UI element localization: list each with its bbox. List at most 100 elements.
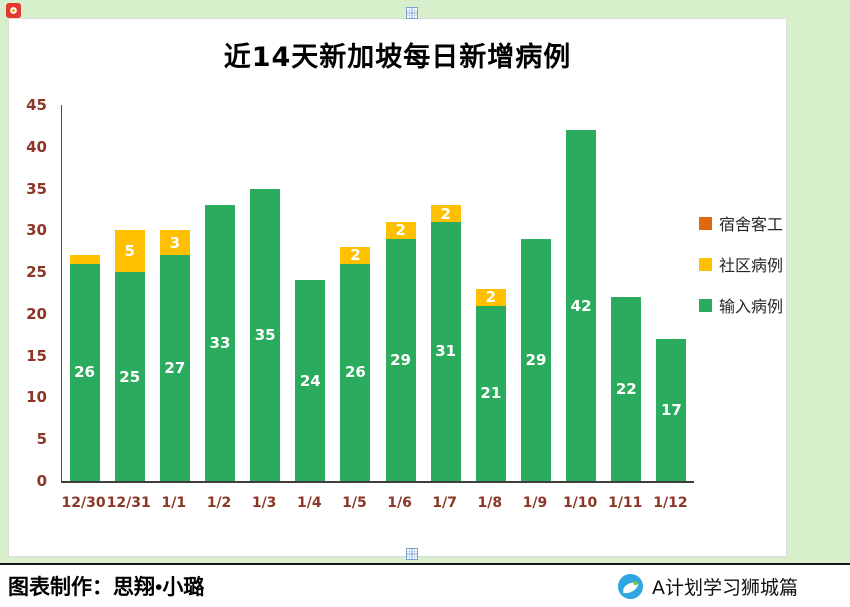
- bar-segment: 5: [114, 230, 145, 273]
- bar-value-label: 2: [485, 288, 497, 306]
- bars-area: 26 25 5 27 3 33 35 24 26 2 29 2 31 2 21 2 29 42 22 17: [62, 105, 694, 481]
- stacked-bar-1/1: 27 3: [159, 230, 190, 481]
- x-tick-label: 1/8: [477, 495, 503, 511]
- bar-value-label: 21: [480, 384, 502, 403]
- x-tick-label: 1/1: [161, 495, 187, 511]
- bar-slot: 22: [604, 105, 649, 481]
- y-axis: 0 5 10 15 20 25 30 35 40 45: [9, 96, 53, 490]
- bar-segment: 35: [250, 188, 281, 481]
- stacked-bar-1/7: 31 2: [430, 205, 461, 481]
- bar-value-label: 25: [119, 367, 141, 386]
- y-tick-label: 25: [26, 263, 47, 282]
- bar-segment: 17: [656, 338, 687, 481]
- y-tick-label: 45: [26, 96, 47, 114]
- bar-slot: 26 2: [333, 105, 378, 481]
- app-corner-icon: [6, 3, 21, 18]
- bar-segment: 3: [159, 230, 190, 256]
- bar-segment: 29: [520, 238, 551, 481]
- bar-segment: 22: [611, 297, 642, 481]
- bar-value-label: 22: [615, 380, 637, 399]
- stacked-bar-1/3: 35: [250, 188, 281, 481]
- brand: A计划学习狮城篇: [617, 573, 798, 600]
- bar-slot: 25 5: [107, 105, 152, 481]
- bar-slot: 21 2: [468, 105, 513, 481]
- bar-slot: 27 3: [152, 105, 197, 481]
- stacked-bar-1/6: 29 2: [385, 222, 416, 481]
- bar-slot: 29: [513, 105, 558, 481]
- bar-segment: 42: [566, 130, 597, 481]
- chart-title: 近14天新加坡每日新增病例: [223, 42, 572, 73]
- x-tick-label: 1/7: [432, 495, 457, 511]
- stacked-bar-1/4: 24: [295, 280, 326, 481]
- bar-value-label: 2: [440, 205, 451, 222]
- legend-swatch-icon: [699, 216, 712, 230]
- bar-value-label: 2: [395, 222, 406, 239]
- bar-value-label: 3: [169, 233, 181, 252]
- bar-value-label: 29: [525, 350, 547, 369]
- bar-segment: 26: [340, 263, 371, 481]
- brand-text: A计划学习狮城篇: [652, 576, 798, 599]
- y-tick-label: 0: [36, 472, 47, 490]
- bar-value-label: 29: [390, 350, 411, 369]
- stacked-bar-1/2: 33: [204, 205, 235, 481]
- x-tick-label: 12/31: [106, 495, 151, 511]
- x-tick-label: 1/10: [562, 495, 598, 511]
- bar-slot: 33: [197, 105, 242, 481]
- footer-bar: 图表制作：思翔•小璐 A计划学习狮城篇: [0, 563, 850, 607]
- bar-slot: 31 2: [423, 105, 468, 481]
- stacked-bar-1/12: 17: [656, 338, 687, 481]
- bar-segment: 31: [430, 221, 461, 481]
- y-tick-label: 15: [26, 346, 47, 365]
- bar-segment: 2: [475, 288, 506, 306]
- legend-label: 宿舍客工: [719, 215, 784, 234]
- bar-value-label: 17: [660, 400, 682, 419]
- stacked-bar-1/10: 42: [566, 130, 597, 481]
- plot-area: 26 25 5 27 3 33 35 24 26 2 29 2 31 2 21 2 29 42 22 17: [61, 105, 694, 483]
- x-tick-label: 1/12: [653, 495, 688, 511]
- credit-text: 图表制作：思翔•小璐: [8, 575, 205, 599]
- stacked-bar-1/8: 21 2: [475, 288, 506, 481]
- bar-value-label: 35: [254, 325, 276, 344]
- bar-segment: 29: [385, 238, 416, 481]
- stacked-bar-1/5: 26 2: [340, 247, 371, 481]
- bar-value-label: 27: [164, 359, 186, 378]
- x-tick-label: 1/5: [342, 495, 367, 511]
- bar-slot: 24: [288, 105, 333, 481]
- legend-item: 宿舍客工: [699, 211, 783, 235]
- bar-segment: 26: [69, 263, 100, 481]
- bar-value-label: 33: [209, 334, 231, 353]
- bar-value-label: 2: [350, 247, 361, 264]
- bar-value-label: 26: [344, 363, 366, 382]
- object-handle-bottom-icon[interactable]: [406, 545, 418, 560]
- bar-segment: 24: [295, 280, 326, 481]
- bar-slot: 35: [243, 105, 288, 481]
- object-handle-top-icon[interactable]: [406, 4, 418, 19]
- x-tick-label: 1/9: [522, 495, 548, 511]
- y-tick-label: 35: [26, 179, 47, 198]
- legend-item: 社区病例: [699, 252, 783, 276]
- y-tick-label: 40: [26, 137, 47, 156]
- legend-swatch-icon: [699, 298, 712, 312]
- x-tick-label: 1/2: [206, 495, 232, 511]
- brand-logo-icon: [617, 573, 644, 600]
- bar-slot: 26: [62, 105, 107, 481]
- bar-slot: 42: [559, 105, 604, 481]
- legend-swatch-icon: [699, 257, 712, 271]
- bar-value-label: 24: [299, 371, 321, 390]
- bar-segment: 2: [340, 247, 371, 264]
- bar-segment: 27: [159, 255, 190, 481]
- legend-item: 输入病例: [699, 293, 783, 317]
- bar-value-label: 5: [124, 242, 135, 261]
- stacked-bar-1/11: 22: [611, 297, 642, 481]
- bar-value-label: 26: [74, 363, 95, 382]
- bar-segment: 2: [385, 222, 416, 239]
- bar-segment: 21: [475, 305, 506, 481]
- bar-segment: 33: [204, 205, 235, 481]
- bar-value-label: 31: [435, 342, 457, 361]
- stacked-bar-12/31: 25 5: [114, 230, 145, 481]
- x-axis-labels: 12/30 12/31 1/1 1/2 1/3 1/4 1/5 1/6 1/7 1/8 1/9 1/1…: [61, 495, 693, 511]
- legend: 宿舍客工社区病例输入病例: [699, 211, 783, 317]
- x-tick-label: 1/6: [387, 495, 412, 511]
- x-tick-label: 1/3: [251, 495, 277, 511]
- bar-segment: 2: [430, 205, 461, 222]
